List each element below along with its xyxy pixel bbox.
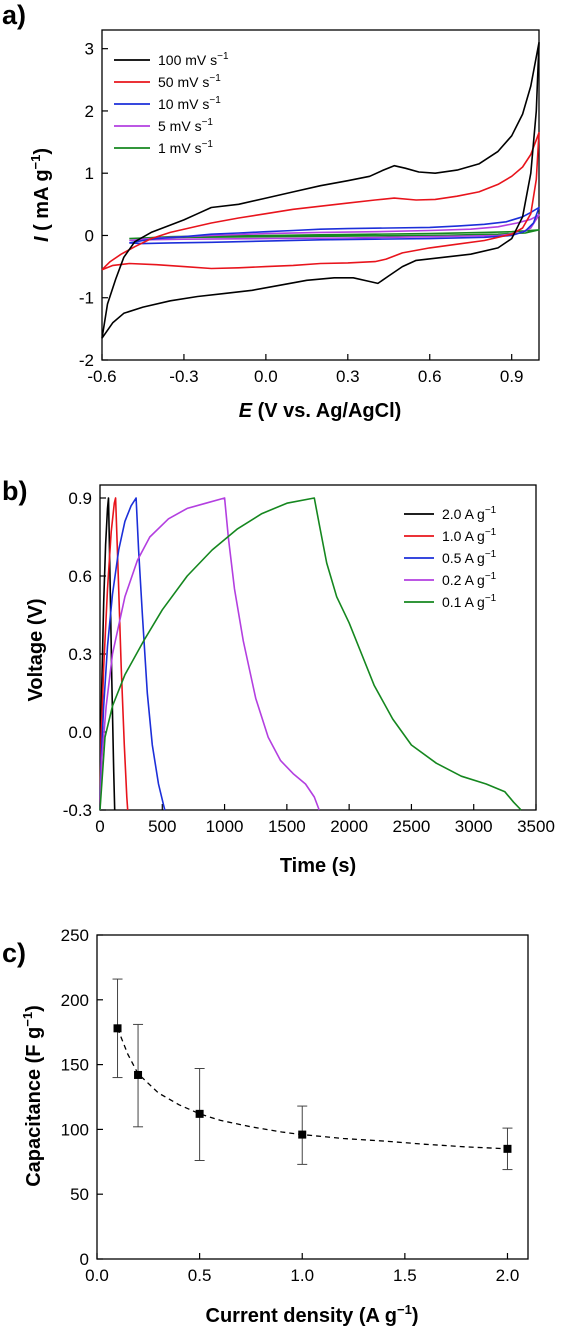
gcd-curve <box>99 497 522 811</box>
legend-entry: 5 mV s−1 <box>158 117 213 134</box>
panel-b-curves <box>99 497 522 811</box>
panel-a-ylabel: I ( mA g−1) <box>28 148 53 242</box>
panel-a-frame <box>101 29 540 361</box>
cv-curve <box>129 214 540 242</box>
panel-0-xtick-label: 0.0 <box>254 367 278 386</box>
panel-2-ytick-label: 100 <box>61 1120 89 1139</box>
panel-0-ytick-label: 2 <box>85 102 94 121</box>
legend-entry: 1.0 A g−1 <box>442 527 497 544</box>
panel-1-xtick-label: 2000 <box>330 817 368 836</box>
panel-c-xlabel-main: Current density (A g <box>206 1305 398 1327</box>
data-point <box>134 1070 143 1079</box>
panel-c-marks <box>112 978 513 1171</box>
panel-c: c) 0.0 0.5 1.0 1.5 2.0 0 50 100 150 200 250 Curren… <box>2 926 529 1327</box>
panel-c-ylabel-sup: −1 <box>20 1012 35 1027</box>
panel-b-frame <box>99 484 537 811</box>
panel-2-xtick-label: 1.0 <box>290 1266 314 1285</box>
legend-entry: 0.5 A g−1 <box>442 549 497 566</box>
panel-1-xtick-label: 2500 <box>393 817 431 836</box>
panel-2-xtick-label: 1.5 <box>393 1266 417 1285</box>
panel-0-xtick-label: 0.9 <box>500 367 524 386</box>
panel-b: b) 0 500 1000 1500 2000 2500 3000 3500 -0.3 0.0 0.… <box>2 476 555 877</box>
legend-entry: 100 mV s−1 <box>158 51 229 68</box>
panel-2-ytick-label: 0 <box>80 1250 89 1269</box>
panel-0-xtick-label: -0.6 <box>87 367 116 386</box>
gcd-curve <box>99 497 320 811</box>
panel-0-ytick-label: 3 <box>85 40 94 59</box>
panel-a-letter: a) <box>2 0 26 30</box>
panel-a-curves <box>101 41 540 339</box>
panel-c-xlabel-sup: −1 <box>397 1302 412 1317</box>
panel-a-ylabel-italic: I <box>31 236 53 242</box>
panel-0-xtick-label: -0.3 <box>169 367 198 386</box>
fit-curve <box>116 1028 508 1150</box>
panel-1-ytick-label: 0.0 <box>68 723 92 742</box>
panel-c-frame <box>96 934 529 1260</box>
panel-1-xtick-label: 1500 <box>268 817 306 836</box>
panel-1-xtick-label: 500 <box>148 817 176 836</box>
panel-2-ytick-label: 200 <box>61 991 89 1010</box>
panel-c-xlabel: Current density (A g−1) <box>206 1302 419 1327</box>
panel-2-ytick-label: 50 <box>70 1185 89 1204</box>
legend-entry: 50 mV s−1 <box>158 73 221 90</box>
panel-b-letter: b) <box>2 476 27 506</box>
panel-1-ytick-label: 0.6 <box>68 567 92 586</box>
cv-curve <box>101 131 540 271</box>
legend-entry: 1 mV s−1 <box>158 139 213 156</box>
panel-c-ylabel-close: ) <box>23 1005 45 1012</box>
data-point <box>503 1144 512 1153</box>
panel-a-xlabel-italic: E <box>239 400 253 422</box>
panel-2-xtick-label: 0.5 <box>188 1266 212 1285</box>
cv-curve <box>129 206 540 245</box>
panel-a-xlabel: E (V vs. Ag/AgCl) <box>239 400 402 422</box>
panel-c-ticks: 0.0 0.5 1.0 1.5 2.0 0 50 100 150 200 250 <box>61 926 520 1285</box>
panel-2-ytick-label: 250 <box>61 926 89 945</box>
gcd-curve <box>99 497 116 811</box>
cv-curve <box>101 41 540 339</box>
data-point <box>113 1024 122 1033</box>
panel-c-ylabel-main: Capacitance (F g <box>23 1027 45 1187</box>
panel-b-ylabel: Voltage (V) <box>25 599 47 702</box>
legend-entry: 0.1 A g−1 <box>442 593 497 610</box>
panel-0-ytick-label: 0 <box>85 226 94 245</box>
gcd-curve <box>99 497 166 811</box>
panel-1-ytick-label: -0.3 <box>63 801 92 820</box>
panel-b-xlabel: Time (s) <box>280 855 356 877</box>
panel-a-ylabel-close: ) <box>31 148 53 155</box>
panel-1-xtick-label: 3500 <box>517 817 555 836</box>
data-point <box>195 1109 204 1118</box>
panel-1-xtick-label: 0 <box>95 817 104 836</box>
gcd-curve <box>99 497 129 811</box>
panel-a: a) -0.6 -0.3 0.0 0.3 0.6 0.9 -2 -1 0 1 2 3 100 mV s… <box>2 0 540 422</box>
panel-0-ytick-label: -2 <box>79 351 94 370</box>
panel-2-ytick-label: 150 <box>61 1056 89 1075</box>
legend-entry: 2.0 A g−1 <box>442 505 497 522</box>
panel-0-xtick-label: 0.6 <box>418 367 442 386</box>
panel-1-ytick-label: 0.9 <box>68 489 92 508</box>
panel-a-ticks: -0.6 -0.3 0.0 0.3 0.6 0.9 -2 -1 0 1 2 3 <box>79 40 524 386</box>
panel-c-ylabel: Capacitance (F g−1) <box>20 1005 45 1187</box>
panel-b-legend: 2.0 A g−1 1.0 A g−1 0.5 A g−1 0.2 A g−1 0.1 … <box>404 505 497 610</box>
panel-a-xlabel-rest: (V vs. Ag/AgCl) <box>252 400 401 422</box>
panel-0-xtick-label: 0.3 <box>336 367 360 386</box>
panel-0-ytick-label: 1 <box>85 164 94 183</box>
panel-1-xtick-label: 1000 <box>206 817 244 836</box>
panel-2-xtick-label: 2.0 <box>496 1266 520 1285</box>
panel-2-xtick-label: 0.0 <box>85 1266 109 1285</box>
panel-c-xlabel-close: ) <box>412 1305 419 1327</box>
panel-c-letter: c) <box>2 938 26 968</box>
legend-entry: 10 mV s−1 <box>158 95 221 112</box>
panel-a-ylabel-rest: ( mA g <box>31 169 53 236</box>
panel-1-xtick-label: 3000 <box>455 817 493 836</box>
legend-entry: 0.2 A g−1 <box>442 571 497 588</box>
panel-a-legend: 100 mV s−1 50 mV s−1 10 mV s−1 5 mV s−1 1 mV… <box>114 51 229 156</box>
panel-a-ylabel-sup: −1 <box>28 155 43 170</box>
panel-0-ytick-label: -1 <box>79 289 94 308</box>
data-point <box>298 1130 307 1139</box>
panel-b-ticks: 0 500 1000 1500 2000 2500 3000 3500 -0.3 0.0 0.3 0.… <box>63 489 555 836</box>
panel-1-ytick-label: 0.3 <box>68 645 92 664</box>
